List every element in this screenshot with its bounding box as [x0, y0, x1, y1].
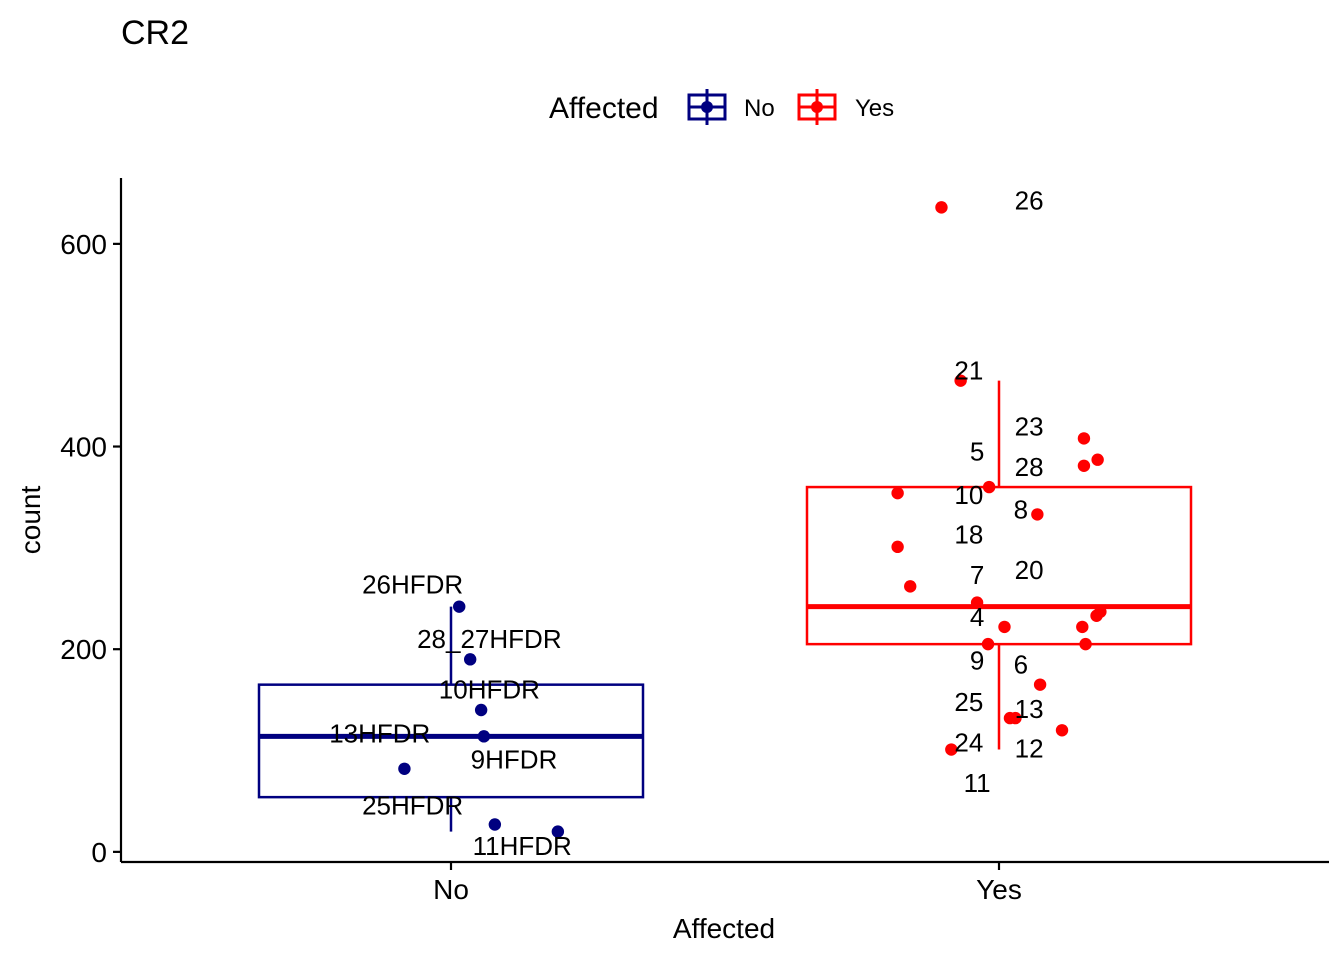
y-tick-label: 400 [60, 432, 107, 463]
data-point [551, 825, 565, 838]
point-label: 6 [1014, 649, 1028, 679]
point-label: 4 [970, 602, 984, 632]
data-point [998, 620, 1011, 634]
x-tick-label: No [433, 874, 469, 905]
data-point [1009, 711, 1022, 725]
point-label: 24 [954, 727, 983, 757]
point-label: 26HFDR [362, 569, 463, 599]
data-point [1031, 508, 1044, 521]
point-label: 18 [954, 520, 983, 550]
point-label: 13 [1015, 694, 1044, 724]
legend-key-no [687, 89, 727, 125]
point-label: 10 [954, 480, 983, 510]
point-label: 10HFDR [439, 675, 540, 705]
legend-key-yes [797, 89, 837, 125]
data-point [1077, 432, 1091, 445]
point-label: 28 [1015, 452, 1044, 482]
chart-title: CR2 [121, 14, 189, 52]
data-point [474, 703, 488, 717]
data-point [453, 600, 466, 613]
point-label: 25HFDR [362, 790, 463, 820]
x-ticks: No Yes [433, 862, 1022, 905]
series-yes: 26 21 23 5 28 10 8 18 20 7 4 9 6 25 13 24 12 11 [805, 185, 1193, 798]
data-point [488, 818, 502, 831]
box-yes [805, 485, 1193, 646]
point-label: 26 [1015, 185, 1044, 215]
point-label: 23 [1015, 411, 1044, 441]
point-label: 25 [954, 687, 983, 717]
point-label: 11 [964, 768, 991, 798]
point-label: 8 [1014, 494, 1028, 524]
data-point [477, 730, 491, 743]
point-label: 12 [1015, 734, 1044, 764]
data-point [970, 596, 984, 609]
data-point [398, 762, 411, 775]
data-point [1076, 620, 1089, 634]
axes [119, 178, 1329, 864]
legend: Affected No Yes [549, 89, 894, 125]
data-point [1090, 609, 1103, 622]
y-tick-label: 600 [60, 229, 107, 260]
y-tick-label: 200 [60, 634, 107, 665]
point-label: 21 [954, 356, 983, 386]
data-point [891, 540, 904, 554]
point-label: 20 [1015, 555, 1044, 585]
point-label: 11HFDR [473, 831, 572, 861]
y-tick-label: 0 [91, 837, 107, 868]
data-point [982, 480, 996, 494]
legend-label-yes: Yes [855, 95, 894, 122]
data-point [945, 743, 958, 756]
point-label: 13HFDR [329, 718, 430, 748]
data-point [891, 486, 904, 500]
point-label: 9HFDR [471, 745, 558, 775]
data-point [463, 653, 477, 666]
legend-label-no: No [744, 95, 775, 122]
point-label: 7 [970, 560, 984, 590]
data-point [981, 637, 995, 651]
point-label: 5 [970, 437, 984, 467]
point-label: 9 [970, 645, 984, 675]
data-point [935, 201, 948, 214]
legend-title: Affected [549, 92, 659, 125]
plot-area: 26HFDR 28_27HFDR 10HFDR 13HFDR 9HFDR 25HFDR 11… [257, 185, 1193, 861]
y-axis-title: count [15, 486, 46, 555]
x-axis-title: Affected [673, 913, 775, 944]
data-point [1091, 453, 1104, 466]
data-point [904, 580, 917, 593]
data-point [1077, 459, 1091, 472]
x-tick-label: Yes [976, 874, 1022, 905]
series-no: 26HFDR 28_27HFDR 10HFDR 13HFDR 9HFDR 25HFDR 11… [257, 569, 645, 861]
box-no [257, 683, 645, 799]
data-point [1079, 637, 1092, 651]
data-point [954, 374, 967, 387]
y-ticks: 0 200 400 600 [60, 229, 121, 868]
data-point [1055, 724, 1069, 737]
data-point [1033, 678, 1047, 691]
point-label: 28_27HFDR [417, 624, 562, 654]
